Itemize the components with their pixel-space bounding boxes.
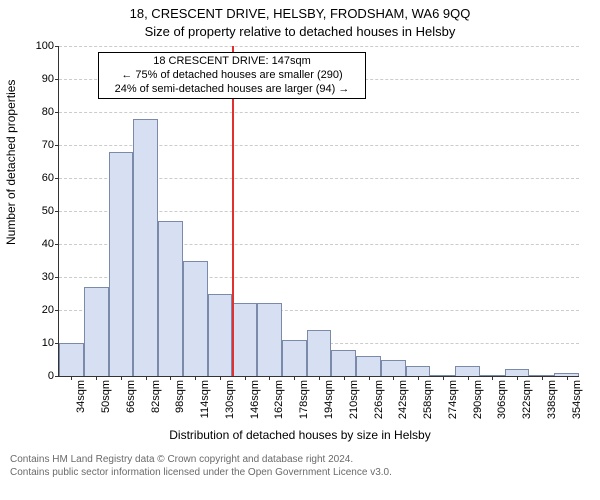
histogram-bar [307, 330, 332, 376]
xtick-label: 194sqm [323, 376, 335, 419]
histogram-bar [158, 221, 183, 376]
xtick-mark [567, 376, 568, 380]
xtick-mark [492, 376, 493, 380]
annotation-line: ← 75% of detached houses are smaller (29… [103, 69, 361, 83]
ytick-label: 70 [42, 139, 59, 151]
histogram-bar [406, 366, 431, 376]
xtick-label: 306sqm [496, 376, 508, 419]
xtick-mark [269, 376, 270, 380]
xtick-label: 258sqm [422, 376, 434, 419]
xtick-label: 178sqm [298, 376, 310, 419]
histogram-bar [208, 294, 233, 377]
y-axis-label: Number of detached properties [4, 80, 18, 245]
histogram-bar [232, 303, 257, 376]
ytick-label: 10 [42, 337, 59, 349]
xtick-label: 354sqm [571, 376, 583, 419]
xtick-mark [96, 376, 97, 380]
histogram-bar [505, 369, 530, 376]
chart-container: 18, CRESCENT DRIVE, HELSBY, FRODSHAM, WA… [0, 0, 600, 500]
xtick-mark [369, 376, 370, 380]
xtick-label: 146sqm [249, 376, 261, 419]
xtick-label: 34sqm [75, 376, 87, 413]
annotation-line: 18 CRESCENT DRIVE: 147sqm [103, 55, 361, 69]
histogram-bar [59, 343, 84, 376]
xtick-label: 98sqm [174, 376, 186, 413]
xtick-mark [517, 376, 518, 380]
ytick-label: 50 [42, 205, 59, 217]
grid-line [59, 46, 579, 47]
histogram-bar [455, 366, 480, 376]
xtick-mark [443, 376, 444, 380]
xtick-label: 114sqm [199, 376, 211, 418]
xtick-mark [344, 376, 345, 380]
xtick-mark [121, 376, 122, 380]
ytick-label: 0 [48, 370, 59, 382]
xtick-label: 162sqm [273, 376, 285, 419]
xtick-label: 66sqm [125, 376, 137, 413]
chart-subtitle: Size of property relative to detached ho… [0, 24, 600, 39]
ytick-label: 30 [42, 271, 59, 283]
chart-footer: Contains HM Land Registry data © Crown c… [10, 454, 392, 479]
xtick-label: 210sqm [348, 376, 360, 419]
ytick-label: 100 [36, 40, 59, 52]
xtick-mark [542, 376, 543, 380]
ytick-label: 20 [42, 304, 59, 316]
ytick-label: 90 [42, 73, 59, 85]
ytick-label: 80 [42, 106, 59, 118]
histogram-bar [183, 261, 208, 377]
xtick-mark [245, 376, 246, 380]
xtick-mark [71, 376, 72, 380]
x-axis-label: Distribution of detached houses by size … [0, 428, 600, 442]
xtick-mark [319, 376, 320, 380]
ytick-label: 60 [42, 172, 59, 184]
xtick-label: 226sqm [373, 376, 385, 419]
xtick-label: 290sqm [472, 376, 484, 419]
xtick-label: 274sqm [447, 376, 459, 419]
xtick-label: 338sqm [546, 376, 558, 419]
xtick-mark [468, 376, 469, 380]
histogram-bar [356, 356, 381, 376]
xtick-mark [393, 376, 394, 380]
xtick-mark [146, 376, 147, 380]
footer-line: Contains HM Land Registry data © Crown c… [10, 454, 392, 467]
xtick-label: 322sqm [521, 376, 533, 419]
grid-line [59, 112, 579, 113]
annotation-box: 18 CRESCENT DRIVE: 147sqm← 75% of detach… [98, 52, 366, 99]
histogram-bar [257, 303, 282, 376]
annotation-line: 24% of semi-detached houses are larger (… [103, 83, 361, 97]
xtick-mark [170, 376, 171, 380]
footer-line: Contains public sector information licen… [10, 467, 392, 480]
histogram-bar [84, 287, 109, 376]
ytick-label: 40 [42, 238, 59, 250]
xtick-label: 130sqm [224, 376, 236, 419]
histogram-bar [109, 152, 134, 376]
histogram-bar [133, 119, 158, 376]
xtick-mark [195, 376, 196, 380]
xtick-mark [294, 376, 295, 380]
plot-area: 010203040506070809010034sqm50sqm66sqm82s… [58, 46, 579, 377]
xtick-label: 50sqm [100, 376, 112, 413]
xtick-mark [418, 376, 419, 380]
xtick-label: 242sqm [397, 376, 409, 419]
histogram-bar [331, 350, 356, 376]
histogram-bar [381, 360, 406, 377]
xtick-mark [220, 376, 221, 380]
xtick-label: 82sqm [150, 376, 162, 413]
chart-title: 18, CRESCENT DRIVE, HELSBY, FRODSHAM, WA… [0, 6, 600, 21]
histogram-bar [282, 340, 307, 376]
